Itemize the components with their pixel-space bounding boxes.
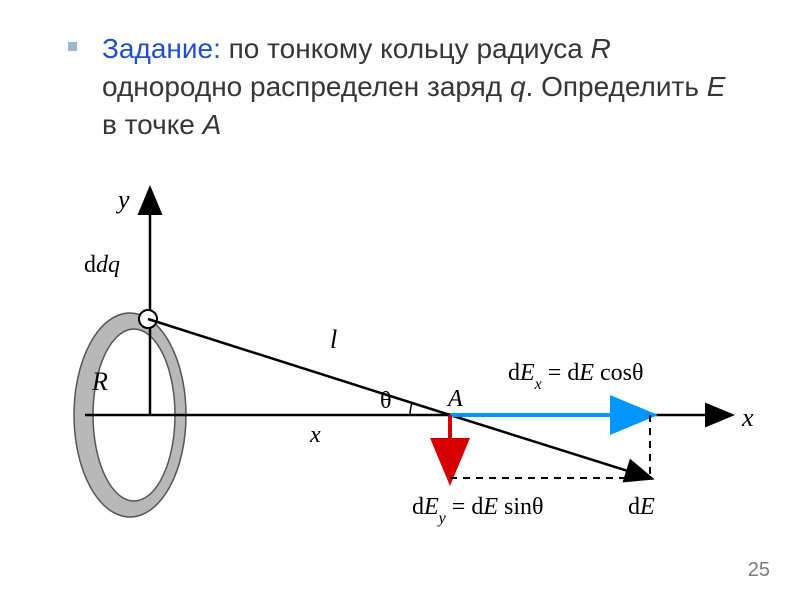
line-l xyxy=(148,319,450,415)
task-body-3: . Определить xyxy=(526,71,707,102)
label-dEy: dEy = dE sinθ xyxy=(412,494,544,527)
label-dE: dE xyxy=(628,494,655,520)
label-dEx: dEx = dE cosθ xyxy=(508,360,644,393)
label-x-below: x xyxy=(309,422,321,448)
task-A: A xyxy=(203,109,222,140)
label-y: y xyxy=(115,185,130,214)
line-dE xyxy=(450,415,650,478)
task-body-2: однородно распределен заряд xyxy=(102,71,510,102)
page-number: 25 xyxy=(748,559,770,582)
label-x-axis: x xyxy=(741,403,754,432)
label-dq: ddq xyxy=(84,252,120,278)
label-theta: θ xyxy=(380,388,392,414)
task-body-4: в точке xyxy=(102,109,203,140)
task-q: q xyxy=(510,71,526,102)
bullet-square xyxy=(68,42,77,51)
task-label: Задание: xyxy=(102,33,221,64)
task-text: Задание: по тонкому кольцу радиуса R одн… xyxy=(102,30,740,143)
task-E: E xyxy=(707,71,726,102)
angle-theta xyxy=(410,403,412,415)
task-body-1: по тонкому кольцу радиуса xyxy=(221,33,591,64)
label-A: A xyxy=(446,386,463,412)
task-R: R xyxy=(591,33,611,64)
label-l: l xyxy=(330,325,337,354)
label-R: R xyxy=(91,367,108,396)
physics-diagram: y x ddq R l θ A x dEx = dE cosθ dEy = dE… xyxy=(10,180,790,560)
